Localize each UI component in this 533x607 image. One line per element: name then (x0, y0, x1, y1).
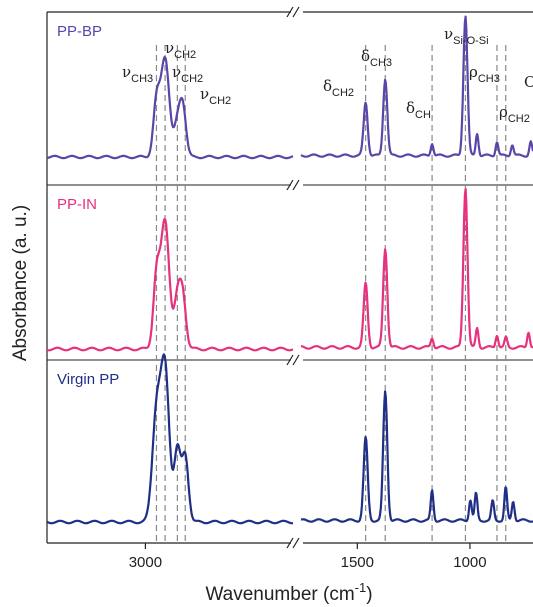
panels-layer: PP-BP PP-IN Virgin PP (46, 6, 533, 549)
peak-annotation-subscript: CH3 (370, 57, 392, 69)
axis-break-mark-2-1 (292, 354, 300, 366)
peak-annotation-symbol: δ (323, 77, 332, 95)
axis-break-mark-0-0 (286, 6, 294, 18)
peak-annotation: νCH2 (200, 85, 231, 107)
series-line-pp-in-seg0 (46, 217, 294, 352)
guide-lines-layer (155, 45, 507, 543)
peak-annotation-subscript: CH3 (478, 73, 500, 85)
series-line-virgin-pp-seg0 (46, 353, 294, 525)
peak-annotation-subscript: Si-O-Si (453, 35, 488, 47)
peak-annotation-symbol: ν (444, 25, 453, 43)
peak-annotation-symbol: ν (172, 63, 181, 81)
x-axis: 3000 1500 1000 (129, 543, 487, 571)
peak-annotation-subscript: CH2 (209, 95, 231, 107)
peak-annotation-symbol: ρ (499, 103, 508, 121)
peak-annotation-subscript: CH2 (181, 73, 203, 85)
axis-break-mark-3-1 (292, 537, 300, 549)
peak-annotation-subscript: CH3 (131, 73, 153, 85)
peak-annotation-symbol: δ (361, 47, 370, 65)
peak-annotation: νCH2 (172, 63, 203, 85)
peak-annotation-symbol: ν (165, 39, 174, 57)
x-tick-label: 3000 (129, 554, 162, 571)
series-line-pp-bp-seg1 (300, 15, 533, 158)
x-axis-title-close: ) (366, 584, 372, 605)
x-axis-title-main: Wavenumber (cm (205, 584, 354, 605)
peak-annotation-subscript: CH2 (332, 87, 354, 99)
spectra-layer (46, 15, 533, 525)
axis-break-mark-3-0 (286, 537, 294, 549)
legend-label: PP-BP (57, 23, 102, 40)
peak-annotation-symbol: O (524, 73, 533, 91)
legend-label: PP-IN (57, 196, 97, 213)
peak-annotation: νSi-O-Si (444, 25, 489, 47)
axis-break-mark-0-1 (292, 6, 300, 18)
peak-annotation: O (524, 73, 533, 91)
y-axis-title: Absorbance (a. u.) (10, 205, 31, 361)
peak-annotation-subscript: CH2 (508, 113, 530, 125)
x-tick-label: 1500 (341, 554, 374, 571)
axis-break-mark-2-0 (286, 354, 294, 366)
x-tick-label: 1000 (453, 554, 486, 571)
peak-annotation: δCH2 (323, 77, 354, 99)
peak-annotation: ρCH3 (469, 63, 500, 85)
peak-annotation-symbol: ρ (469, 63, 478, 81)
peak-annotation: νCH2 (165, 39, 196, 61)
series-line-pp-in-seg1 (300, 188, 533, 350)
peak-annotation: ρCH2 (499, 103, 530, 125)
peak-annotation-symbol: ν (122, 63, 131, 81)
x-axis-title-unit: -1 (355, 580, 367, 595)
series-line-virgin-pp-seg1 (300, 390, 533, 523)
x-axis-title: Wavenumber (cm-1) (205, 580, 372, 605)
legend-label: Virgin PP (57, 371, 119, 388)
peak-annotation-subscript: CH2 (174, 49, 196, 61)
series-line-pp-bp-seg0 (46, 55, 294, 160)
peak-annotation-subscript: CH (415, 109, 431, 121)
peak-annotation-symbol: ν (200, 85, 209, 103)
peak-annotation: δCH3 (361, 47, 392, 69)
peak-annotation-symbol: δ (406, 99, 415, 117)
peak-annotation: νCH3 (122, 63, 153, 85)
axis-break-mark-1-1 (292, 179, 300, 191)
peak-annotation: δCH (406, 99, 431, 121)
annotations-layer: νCH3νCH2νCH2νCH2δCH2δCH3δCHνSi-O-SiρCH3ρ… (122, 25, 533, 125)
axis-break-mark-1-0 (286, 179, 294, 191)
